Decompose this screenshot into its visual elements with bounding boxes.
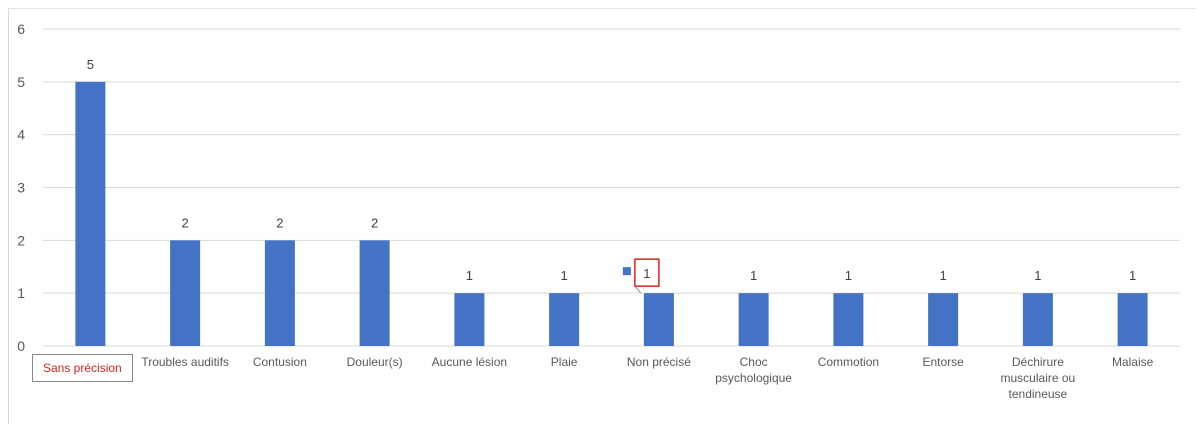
y-tick-label: 5 — [17, 74, 25, 90]
y-tick-label: 0 — [17, 338, 25, 354]
legend-key-marker — [622, 267, 631, 276]
bar — [643, 293, 674, 346]
bar — [1022, 293, 1053, 346]
data-label: 1 — [561, 268, 568, 283]
y-tick-label: 2 — [17, 232, 25, 248]
data-label: 1 — [1129, 268, 1136, 283]
data-label: 1 — [643, 266, 650, 281]
data-label: 1 — [845, 268, 852, 283]
data-label: 1 — [750, 268, 757, 283]
bar — [359, 240, 390, 346]
chart-frame — [8, 8, 1196, 424]
x-tick-label: Douleur(s) — [346, 355, 403, 369]
x-tick-label: Non précisé — [626, 355, 691, 369]
x-tick-label: Aucune lésion — [431, 355, 508, 369]
bar — [738, 293, 769, 346]
data-label: 2 — [182, 215, 189, 230]
y-tick-label: 3 — [17, 180, 25, 196]
x-tick-label: Malaise — [1111, 355, 1154, 369]
bar — [170, 240, 201, 346]
data-label-highlight-box — [634, 258, 660, 287]
x-tick-label: Entorse — [922, 355, 964, 369]
x-tick-label: Sans précision — [32, 354, 133, 382]
x-tick-label: Troubles auditifs — [141, 355, 229, 369]
bar — [454, 293, 485, 346]
data-label: 1 — [1034, 268, 1041, 283]
bar — [1117, 293, 1148, 346]
data-label: 2 — [276, 215, 283, 230]
y-tick-label: 6 — [17, 21, 25, 37]
data-label: 1 — [940, 268, 947, 283]
x-tick-label: Choc psychologique — [715, 355, 792, 385]
bar — [928, 293, 959, 346]
data-label: 2 — [371, 215, 378, 230]
y-tick-label: 1 — [17, 285, 25, 301]
x-tick-label: Déchirure musculaire ou tendineuse — [1000, 355, 1076, 401]
data-label: 1 — [466, 268, 473, 283]
bar — [264, 240, 295, 346]
bar — [549, 293, 580, 346]
data-label-leader-line — [634, 285, 642, 294]
x-tick-label: Commotion — [817, 355, 880, 369]
bar — [75, 81, 106, 346]
data-label: 5 — [87, 57, 94, 72]
bar — [833, 293, 864, 346]
x-tick-label: Contusion — [252, 355, 307, 369]
x-tick-label: Plaie — [550, 355, 578, 369]
y-tick-label: 4 — [17, 127, 25, 143]
